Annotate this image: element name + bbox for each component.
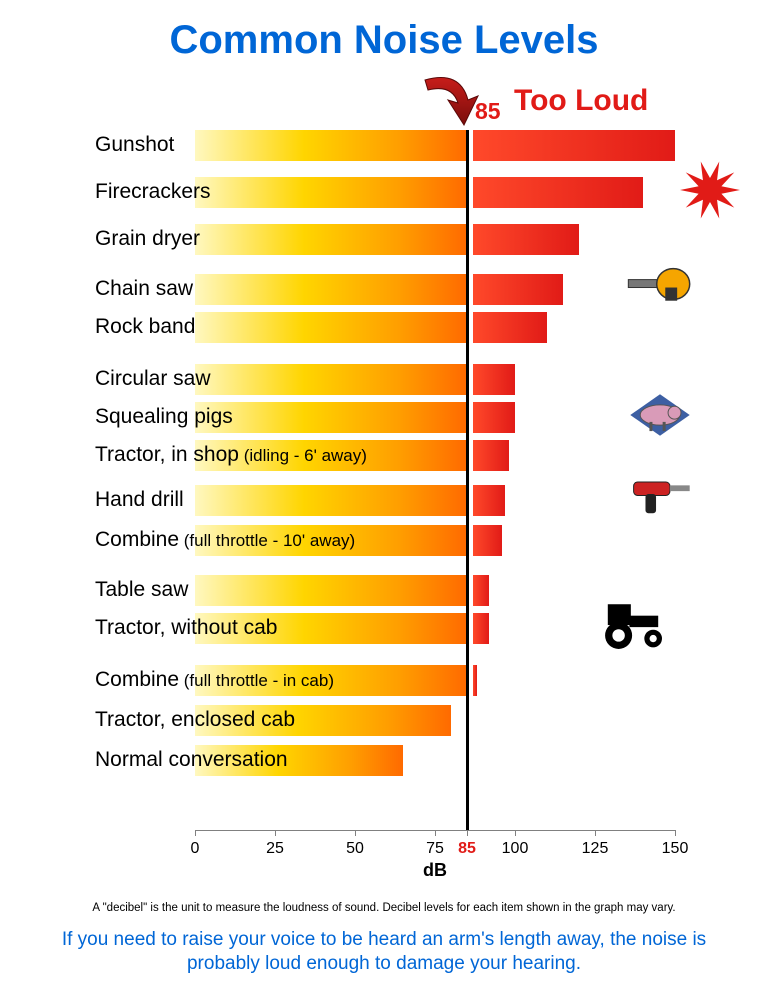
chainsaw-icon <box>627 262 693 306</box>
bar-label: Squealing pigs <box>95 405 233 429</box>
too-loud-label: Too Loud <box>514 84 648 118</box>
tractor-icon <box>597 598 669 650</box>
danger-bar-segment <box>473 485 505 516</box>
x-axis-tick <box>435 830 436 836</box>
x-axis-tick <box>467 830 468 836</box>
bar-label-main: Rock band <box>95 315 195 338</box>
danger-bar-segment <box>473 613 489 644</box>
page-title: Common Noise Levels <box>0 18 768 63</box>
danger-bar-segment <box>473 130 675 161</box>
bar-label-main: Firecrackers <box>95 180 211 203</box>
bar-label: Grain dryer <box>95 227 200 251</box>
bar-label-main: Tractor, in shop <box>95 443 239 466</box>
bar-label-main: Hand drill <box>95 488 184 511</box>
x-axis-tick <box>595 830 596 836</box>
bar-row <box>195 224 675 255</box>
x-axis-tick <box>195 830 196 836</box>
bar-label-main: Chain saw <box>95 277 193 300</box>
footer-text: If you need to raise your voice to be he… <box>40 928 728 976</box>
curved-arrow-icon <box>400 70 480 130</box>
bar-label-main: Gunshot <box>95 133 174 156</box>
bar-row <box>195 402 675 433</box>
bar-label: Tractor, in shop (idling - 6' away) <box>95 443 367 467</box>
bar-label-main: Circular saw <box>95 367 211 390</box>
safe-bar-segment <box>195 364 467 395</box>
x-axis-tick <box>675 830 676 836</box>
x-axis-tick-label: 85 <box>458 840 476 858</box>
bar-label: Chain saw <box>95 277 193 301</box>
bar-row <box>195 130 675 161</box>
bar-label-main: Tractor, enclosed cab <box>95 708 295 731</box>
bar-label: Circular saw <box>95 367 211 391</box>
safe-bar-segment <box>195 485 467 516</box>
bar-label-detail: (full throttle - 10' away) <box>179 531 355 550</box>
bar-row <box>195 485 675 516</box>
bar-label: Combine (full throttle - 10' away) <box>95 528 355 552</box>
bar-row <box>195 312 675 343</box>
bar-label: Firecrackers <box>95 180 211 204</box>
danger-bar-segment <box>473 274 563 305</box>
bar-label: Gunshot <box>95 133 174 157</box>
bar-row <box>195 177 675 208</box>
safe-bar-segment <box>195 274 467 305</box>
drill-icon <box>627 470 693 518</box>
bar-label-main: Tractor, without cab <box>95 616 277 639</box>
x-axis-tick-label: 100 <box>502 840 529 858</box>
x-axis-tick-label: 0 <box>191 840 200 858</box>
bar-label-detail: (idling - 6' away) <box>239 446 367 465</box>
x-axis-tick <box>275 830 276 836</box>
danger-bar-segment <box>473 402 515 433</box>
bar-label-main: Grain dryer <box>95 227 200 250</box>
bar-label: Tractor, enclosed cab <box>95 708 295 732</box>
safe-bar-segment <box>195 312 467 343</box>
bar-label: Combine (full throttle - in cab) <box>95 668 334 692</box>
x-axis-tick-label: 50 <box>346 840 364 858</box>
burst-icon <box>675 160 745 220</box>
x-axis-tick-label: 25 <box>266 840 284 858</box>
x-axis-title: dB <box>195 860 675 881</box>
pig-icon <box>627 392 693 438</box>
bar-label-main: Normal conversation <box>95 748 288 771</box>
danger-bar-segment <box>473 177 643 208</box>
danger-bar-segment <box>473 525 502 556</box>
x-axis-tick <box>355 830 356 836</box>
safe-bar-segment <box>195 130 467 161</box>
danger-bar-segment <box>473 364 515 395</box>
safe-bar-segment <box>195 402 467 433</box>
x-axis-tick-label: 125 <box>582 840 609 858</box>
danger-bar-segment <box>473 665 477 696</box>
danger-bar-segment <box>473 440 509 471</box>
bar-row <box>195 274 675 305</box>
danger-bar-segment <box>473 312 547 343</box>
danger-bar-segment <box>473 224 579 255</box>
bar-row <box>195 364 675 395</box>
x-axis-tick-label: 150 <box>662 840 689 858</box>
threshold-line <box>466 130 469 830</box>
bar-label-detail: (full throttle - in cab) <box>179 671 334 690</box>
x-axis-tick <box>515 830 516 836</box>
bar-label-main: Table saw <box>95 578 188 601</box>
bar-label: Tractor, without cab <box>95 616 277 640</box>
bar-label: Table saw <box>95 578 188 602</box>
fineprint-text: A "decibel" is the unit to measure the l… <box>48 902 720 914</box>
noise-chart: dB 025507585100125150 <box>95 130 695 870</box>
bar-label: Rock band <box>95 315 195 339</box>
safe-bar-segment <box>195 177 467 208</box>
x-axis-tick-label: 75 <box>426 840 444 858</box>
bar-label-main: Combine <box>95 528 179 551</box>
page: Common Noise Levels Too Loud 85 dB 0 25 50… <box>0 0 768 994</box>
bar-label: Hand drill <box>95 488 184 512</box>
danger-bar-segment <box>473 575 489 606</box>
bar-label-main: Combine <box>95 668 179 691</box>
safe-bar-segment <box>195 575 467 606</box>
bar-label: Normal conversation <box>95 748 288 772</box>
bar-label-main: Squealing pigs <box>95 405 233 428</box>
safe-bar-segment <box>195 224 467 255</box>
